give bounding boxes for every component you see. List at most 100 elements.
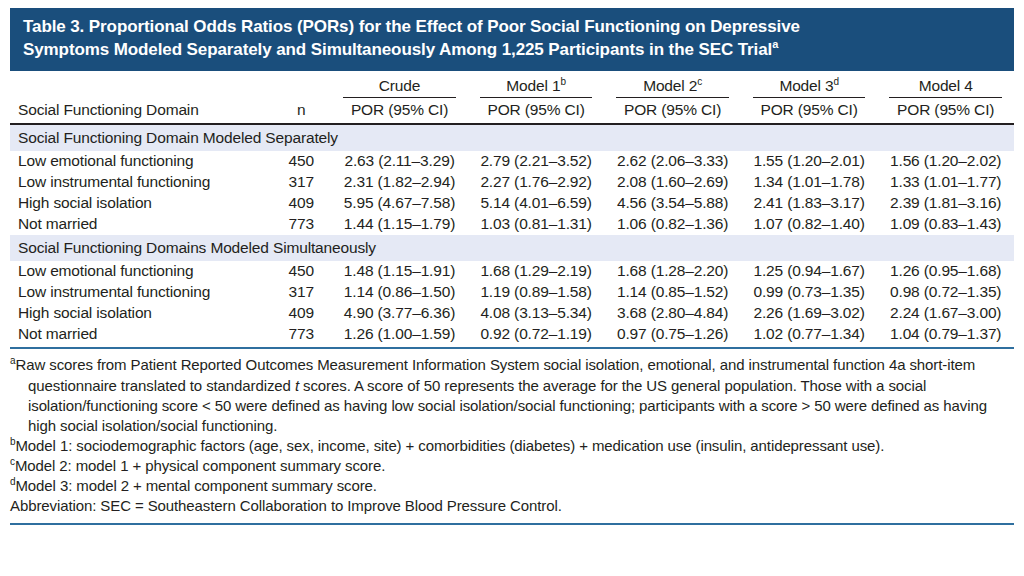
por-cell-model1: 1.03 (0.81–1.31) [468, 214, 605, 235]
table-row: Not married 773 1.44 (1.15–1.79) 1.03 (0… [10, 214, 1014, 235]
section-heading-row: Social Functioning Domain Modeled Separa… [10, 124, 1014, 151]
por-cell-crude: 5.95 (4.67–7.58) [331, 193, 468, 214]
por-cell-model4: 0.98 (0.72–1.35) [877, 282, 1014, 303]
por-cell-model1: 0.92 (0.72–1.19) [468, 324, 605, 349]
n-cell: 450 [271, 261, 331, 282]
paper-table-figure: Table 3. Proportional Odds Ratios (PORs)… [0, 0, 1024, 576]
group-header-model1: Model 1b [468, 76, 605, 98]
table-row: Not married 773 1.26 (1.00–1.59) 0.92 (0… [10, 324, 1014, 349]
footnote-a: aRaw scores from Patient Reported Outcom… [10, 355, 1014, 435]
section-heading: Social Functioning Domain Modeled Separa… [10, 124, 1014, 151]
domain-cell: Low instrumental functioning [10, 172, 271, 193]
por-cell-model3: 1.02 (0.77–1.34) [741, 324, 878, 349]
column-header-row: Social Functioning Domain n POR (95% CI)… [10, 98, 1014, 124]
abbreviation-note: Abbreviation: SEC = Southeastern Collabo… [10, 496, 1014, 516]
por-cell-model3: 1.07 (0.82–1.40) [741, 214, 878, 235]
domain-cell: High social isolation [10, 193, 271, 214]
group-label: Model 4 [919, 77, 973, 94]
domain-cell: Low instrumental functioning [10, 282, 271, 303]
table-row: Low emotional functioning 450 2.63 (2.11… [10, 151, 1014, 172]
por-cell-model3: 1.55 (1.20–2.01) [741, 151, 878, 172]
group-header-crude: Crude [331, 76, 468, 98]
n-cell: 773 [271, 214, 331, 235]
por-cell-model2: 1.06 (0.82–1.36) [604, 214, 741, 235]
por-cell-model2: 1.14 (0.85–1.52) [604, 282, 741, 303]
footnote-d-text: Model 3: model 2 + mental component summ… [15, 477, 376, 494]
por-cell-model3: 1.25 (0.94–1.67) [741, 261, 878, 282]
group-footnote-marker: b [560, 76, 565, 87]
group-label: Model 3 [779, 77, 833, 94]
table-title-footnote-marker: a [772, 39, 778, 51]
section-heading-row: Social Functioning Domains Modeled Simul… [10, 235, 1014, 261]
por-cell-model2: 1.68 (1.28–2.20) [604, 261, 741, 282]
n-cell: 450 [271, 151, 331, 172]
table-row: Low emotional functioning 450 1.48 (1.15… [10, 261, 1014, 282]
por-cell-model1: 2.79 (2.21–3.52) [468, 151, 605, 172]
domain-cell: Low emotional functioning [10, 151, 271, 172]
table-row: High social isolation 409 4.90 (3.77–6.3… [10, 303, 1014, 324]
domain-cell: Low emotional functioning [10, 261, 271, 282]
column-header-por-model4: POR (95% CI) [877, 98, 1014, 124]
group-header-spacer [10, 76, 331, 98]
por-cell-model3: 2.26 (1.69–3.02) [741, 303, 878, 324]
por-table: Crude Model 1b Model 2c Model 3d Model 4… [10, 76, 1014, 350]
por-cell-model1: 4.08 (3.13–5.34) [468, 303, 605, 324]
por-cell-model4: 1.33 (1.01–1.77) [877, 172, 1014, 193]
footnotes-block: aRaw scores from Patient Reported Outcom… [10, 355, 1014, 516]
group-header-model4: Model 4 [877, 76, 1014, 98]
column-header-por-model2: POR (95% CI) [604, 98, 741, 124]
model-group-header-row: Crude Model 1b Model 2c Model 3d Model 4 [10, 76, 1014, 98]
column-header-por-model3: POR (95% CI) [741, 98, 878, 124]
domain-cell: High social isolation [10, 303, 271, 324]
por-cell-crude: 1.48 (1.15–1.91) [331, 261, 468, 282]
por-cell-model4: 1.04 (0.79–1.37) [877, 324, 1014, 349]
column-header-por-model1: POR (95% CI) [468, 98, 605, 124]
n-cell: 317 [271, 172, 331, 193]
group-label: Model 2 [643, 77, 697, 94]
por-cell-crude: 1.14 (0.86–1.50) [331, 282, 468, 303]
table-title-bar: Table 3. Proportional Odds Ratios (PORs)… [10, 8, 1014, 71]
por-cell-model4: 2.39 (1.81–3.16) [877, 193, 1014, 214]
group-label: Model 1 [506, 77, 560, 94]
table-title-line2: Symptoms Modeled Separately and Simultan… [23, 40, 772, 59]
por-cell-crude: 2.31 (1.82–2.94) [331, 172, 468, 193]
por-cell-crude: 4.90 (3.77–6.36) [331, 303, 468, 324]
por-cell-model1: 2.27 (1.76–2.92) [468, 172, 605, 193]
table-row: High social isolation 409 5.95 (4.67–7.5… [10, 193, 1014, 214]
group-header-model2: Model 2c [604, 76, 741, 98]
footnote-c: cModel 2: model 1 + physical component s… [10, 456, 1014, 476]
por-cell-model4: 1.26 (0.95–1.68) [877, 261, 1014, 282]
por-cell-model2: 4.56 (3.54–5.88) [604, 193, 741, 214]
footnote-b-text: Model 1: sociodemographic factors (age, … [15, 437, 884, 454]
por-cell-model3: 2.41 (1.83–3.17) [741, 193, 878, 214]
group-header-model3: Model 3d [741, 76, 878, 98]
por-cell-model3: 0.99 (0.73–1.35) [741, 282, 878, 303]
domain-cell: Not married [10, 324, 271, 349]
por-cell-model2: 0.97 (0.75–1.26) [604, 324, 741, 349]
table-title-line1: Table 3. Proportional Odds Ratios (PORs)… [23, 17, 800, 36]
por-cell-model4: 1.56 (1.20–2.02) [877, 151, 1014, 172]
n-cell: 409 [271, 303, 331, 324]
table-row: Low instrumental functioning 317 2.31 (1… [10, 172, 1014, 193]
por-cell-model1: 1.68 (1.29–2.19) [468, 261, 605, 282]
footnote-b: bModel 1: sociodemographic factors (age,… [10, 436, 1014, 456]
n-cell: 409 [271, 193, 331, 214]
por-cell-crude: 1.44 (1.15–1.79) [331, 214, 468, 235]
footnote-c-text: Model 2: model 1 + physical component su… [15, 457, 385, 474]
column-header-domain: Social Functioning Domain [10, 98, 271, 124]
por-cell-model1: 1.19 (0.89–1.58) [468, 282, 605, 303]
table-row: Low instrumental functioning 317 1.14 (0… [10, 282, 1014, 303]
section-heading: Social Functioning Domains Modeled Simul… [10, 235, 1014, 261]
group-label: Crude [379, 77, 420, 94]
domain-cell: Not married [10, 214, 271, 235]
por-cell-model2: 2.08 (1.60–2.69) [604, 172, 741, 193]
por-cell-crude: 2.63 (2.11–3.29) [331, 151, 468, 172]
column-header-por-crude: POR (95% CI) [331, 98, 468, 124]
por-cell-crude: 1.26 (1.00–1.59) [331, 324, 468, 349]
por-cell-model4: 1.09 (0.83–1.43) [877, 214, 1014, 235]
table-bottom-rule [10, 523, 1014, 525]
por-cell-model3: 1.34 (1.01–1.78) [741, 172, 878, 193]
group-footnote-marker: c [697, 76, 702, 87]
footnote-d: dModel 3: model 2 + mental component sum… [10, 476, 1014, 496]
por-cell-model4: 2.24 (1.67–3.00) [877, 303, 1014, 324]
